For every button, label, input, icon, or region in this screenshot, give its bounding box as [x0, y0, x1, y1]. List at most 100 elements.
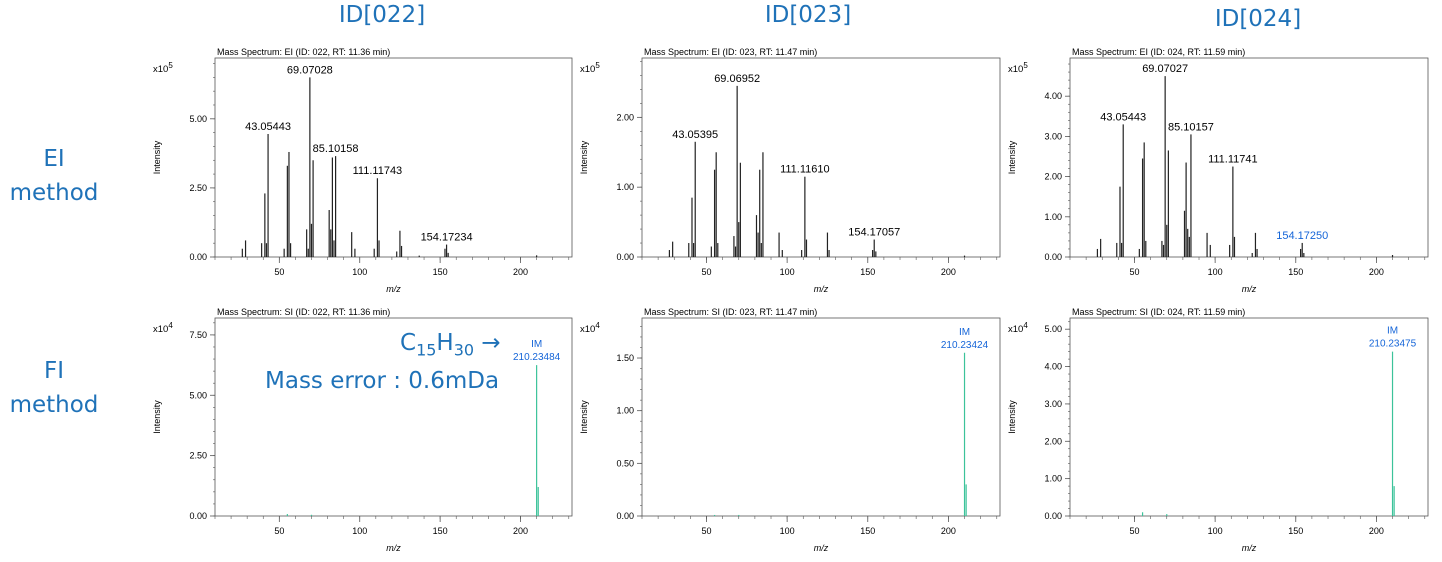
peak-label-im: IM [1387, 326, 1398, 337]
peak-label: 85.10158 [313, 143, 359, 155]
y-exponent-label: x105 [580, 61, 600, 75]
x-tick-label: 50 [701, 526, 711, 536]
y-axis-label: Intensity [1007, 400, 1017, 434]
x-tick-label: 100 [780, 526, 795, 536]
column-title-id022: ID[022] [338, 2, 426, 28]
y-tick-label: 0.50 [616, 458, 634, 468]
y-exponent-label: x104 [153, 321, 173, 335]
peak-label-im: IM [959, 327, 970, 338]
peak-label: 154.17250 [1276, 230, 1328, 242]
plot-frame [214, 57, 573, 258]
x-tick-label: 100 [1208, 526, 1223, 536]
y-tick-label: 0.00 [616, 252, 634, 262]
spectrum-fi-023: Mass Spectrum: SI (ID: 023, RT: 11.47 mi… [579, 307, 1001, 553]
y-tick-label: 0.00 [1044, 511, 1062, 521]
x-axis-label: m/z [1242, 284, 1257, 294]
arrow-icon: → [481, 330, 501, 356]
x-tick-label: 150 [433, 267, 448, 277]
x-tick-label: 100 [1208, 267, 1223, 277]
spectrum-ei-023: Mass Spectrum: EI (ID: 023, RT: 11.47 mi… [579, 47, 1001, 294]
y-axis-label: Intensity [152, 400, 162, 434]
peak-label: 43.05443 [1100, 111, 1146, 123]
y-tick-label: 4.00 [1044, 362, 1062, 372]
peak-label: 154.17057 [848, 227, 900, 239]
mass-error-annotation: Mass error : 0.6mDa [265, 368, 499, 394]
x-tick-label: 100 [352, 267, 367, 277]
y-tick-label: 2.00 [1044, 436, 1062, 446]
y-tick-label: 3.00 [1044, 399, 1062, 409]
y-tick-label: 1.00 [1044, 212, 1062, 222]
y-tick-label: 1.00 [616, 182, 634, 192]
x-axis-label: m/z [386, 543, 401, 553]
spectrum-title: Mass Spectrum: SI (ID: 023, RT: 11.47 mi… [644, 307, 817, 317]
x-tick-label: 50 [274, 526, 284, 536]
row-label-fi-line1: FI [43, 358, 64, 384]
spectrum-title: Mass Spectrum: SI (ID: 024, RT: 11.59 mi… [1072, 307, 1245, 317]
y-tick-label: 1.50 [616, 353, 634, 363]
plot-frame [641, 317, 1001, 517]
y-tick-label: 1.00 [1044, 474, 1062, 484]
x-tick-label: 200 [1369, 267, 1384, 277]
plot-frame [1069, 317, 1429, 517]
peak-label: 85.10157 [1168, 121, 1214, 133]
x-tick-label: 50 [1129, 267, 1139, 277]
peak-label: 69.06952 [714, 73, 760, 85]
column-title-id024: ID[024] [1214, 6, 1302, 32]
x-tick-label: 200 [941, 267, 956, 277]
y-tick-label: 5.00 [189, 114, 207, 124]
y-axis-label: Intensity [579, 400, 589, 434]
y-tick-label: 2.50 [189, 183, 207, 193]
y-tick-label: 2.50 [189, 451, 207, 461]
y-tick-label: 1.00 [616, 406, 634, 416]
y-exponent-label: x105 [1008, 61, 1028, 75]
y-exponent-label: x104 [580, 321, 600, 335]
y-tick-label: 0.00 [616, 511, 634, 521]
plot-frame [641, 57, 1001, 258]
x-tick-label: 150 [433, 526, 448, 536]
x-tick-label: 50 [1129, 526, 1139, 536]
x-tick-label: 150 [1288, 267, 1303, 277]
x-tick-label: 150 [860, 267, 875, 277]
row-label-ei-line2: method [9, 180, 99, 206]
y-axis-label: Intensity [579, 140, 589, 174]
peak-label: 111.11743 [353, 165, 403, 177]
peak-label: 43.05443 [245, 121, 291, 133]
x-tick-label: 50 [701, 267, 711, 277]
x-tick-label: 100 [780, 267, 795, 277]
x-tick-label: 200 [1369, 526, 1384, 536]
peak-label: 69.07028 [287, 64, 333, 76]
peak-label-im: IM [531, 339, 542, 350]
plot-frame [1069, 57, 1429, 258]
spectrum-title: Mass Spectrum: EI (ID: 022, RT: 11.36 mi… [217, 47, 390, 57]
y-tick-label: 5.00 [1044, 324, 1062, 334]
spectrum-ei-024: Mass Spectrum: EI (ID: 024, RT: 11.59 mi… [1007, 47, 1429, 294]
x-tick-label: 100 [352, 526, 367, 536]
x-tick-label: 50 [274, 267, 284, 277]
peak-label: 154.17234 [421, 232, 473, 244]
spectrum-title: Mass Spectrum: EI (ID: 024, RT: 11.59 mi… [1072, 47, 1245, 57]
peak-label-mass: 210.23475 [1369, 339, 1417, 350]
row-label-fi: FI method [0, 354, 114, 422]
y-tick-label: 5.00 [189, 390, 207, 400]
formula-annotation: C15H30 → [400, 330, 501, 360]
x-axis-label: m/z [814, 284, 829, 294]
column-title-id023: ID[023] [764, 2, 852, 28]
y-tick-label: 2.00 [616, 112, 634, 122]
y-tick-label: 4.00 [1044, 91, 1062, 101]
mass-error-text: Mass error : 0.6mDa [265, 368, 500, 394]
peak-label: 43.05395 [672, 129, 718, 141]
row-label-ei-line1: EI [43, 146, 65, 172]
y-tick-label: 3.00 [1044, 131, 1062, 141]
spectrum-ei-022: Mass Spectrum: EI (ID: 022, RT: 11.36 mi… [152, 47, 573, 294]
peak-label-mass: 210.23424 [941, 340, 989, 351]
x-tick-label: 200 [941, 526, 956, 536]
x-axis-label: m/z [386, 284, 401, 294]
y-exponent-label: x104 [1008, 321, 1028, 335]
x-tick-label: 150 [860, 526, 875, 536]
y-tick-label: 7.50 [189, 330, 207, 340]
x-tick-label: 200 [513, 267, 528, 277]
formula-text: C15H30 → [400, 330, 501, 360]
spectrum-title: Mass Spectrum: SI (ID: 022, RT: 11.36 mi… [217, 307, 390, 317]
x-tick-label: 200 [513, 526, 528, 536]
